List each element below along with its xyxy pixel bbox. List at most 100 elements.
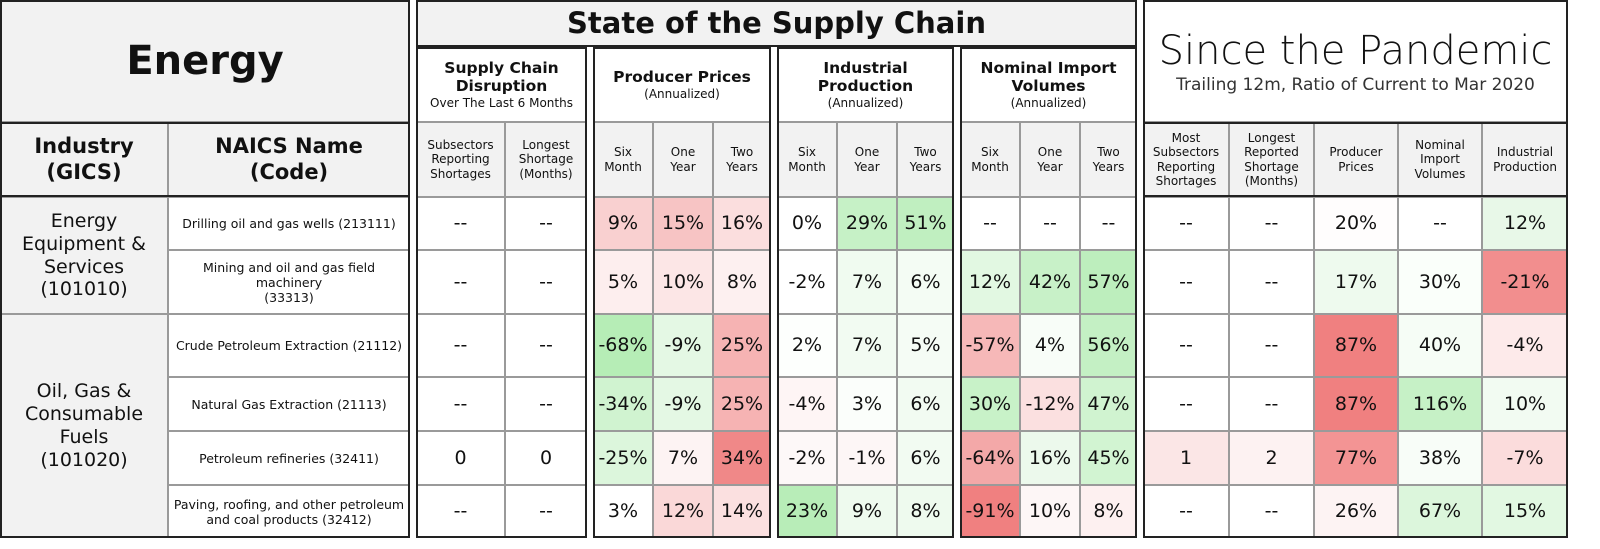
naics-name: Mining and oil and gas field machinery (… xyxy=(168,250,410,314)
column-header: Two Years xyxy=(1080,122,1137,197)
data-cell: -- xyxy=(960,197,1020,250)
data-cell: -- xyxy=(1229,377,1314,431)
data-cell: -- xyxy=(1143,314,1229,377)
naics-name: Drilling oil and gas wells (213111) xyxy=(168,197,410,250)
data-cell: 42% xyxy=(1020,250,1080,314)
data-cell: -- xyxy=(505,377,587,431)
data-cell: 8% xyxy=(897,485,954,538)
data-cell: 6% xyxy=(897,250,954,314)
naics-name: Paving, roofing, and other petroleum and… xyxy=(168,485,410,538)
pandemic-header: Since the Pandemic Trailing 12m, Ratio of… xyxy=(1143,0,1568,122)
group-subtitle: (Annualized) xyxy=(644,86,720,101)
group-header: Nominal Import Volumes (Annualized) xyxy=(960,47,1137,122)
industry-name: Oil, Gas & Consumable Fuels (101020) xyxy=(0,314,168,538)
data-cell: 10% xyxy=(653,250,713,314)
data-cell: -2% xyxy=(777,431,837,485)
data-cell: -- xyxy=(1080,197,1137,250)
data-cell: 14% xyxy=(713,485,771,538)
column-header: Industrial Production xyxy=(1482,122,1568,197)
pandemic-subtitle: Trailing 12m, Ratio of Current to Mar 20… xyxy=(1176,74,1535,95)
column-header: Longest Shortage (Months) xyxy=(505,122,587,197)
group-title: Industrial Production xyxy=(817,58,914,96)
data-cell: -- xyxy=(1398,197,1482,250)
data-cell: 7% xyxy=(837,250,897,314)
column-header: Subsectors Reporting Shortages xyxy=(416,122,505,197)
column-header: Industry (GICS) xyxy=(0,122,168,197)
group-subtitle: (Annualized) xyxy=(827,95,904,110)
data-cell: 5% xyxy=(593,250,653,314)
data-cell: 34% xyxy=(713,431,771,485)
data-cell: 8% xyxy=(713,250,771,314)
data-cell: -- xyxy=(505,485,587,538)
pandemic-title: Since the Pandemic xyxy=(1158,27,1553,74)
data-cell: -- xyxy=(1229,314,1314,377)
data-cell: 2% xyxy=(777,314,837,377)
data-cell: -34% xyxy=(593,377,653,431)
data-cell: 29% xyxy=(837,197,897,250)
data-cell: -2% xyxy=(777,250,837,314)
data-cell: 25% xyxy=(713,377,771,431)
data-cell: -64% xyxy=(960,431,1020,485)
industry-name: Energy Equipment & Services (101010) xyxy=(0,197,168,314)
data-cell: 23% xyxy=(777,485,837,538)
data-cell: 1 xyxy=(1143,431,1229,485)
data-cell: 5% xyxy=(897,314,954,377)
column-header: One Year xyxy=(1020,122,1080,197)
column-header: Two Years xyxy=(897,122,954,197)
data-cell: 7% xyxy=(837,314,897,377)
data-cell: -7% xyxy=(1482,431,1568,485)
data-cell: -4% xyxy=(1482,314,1568,377)
group-title: Nominal Import Volumes xyxy=(980,58,1117,96)
data-cell: 9% xyxy=(837,485,897,538)
column-header: NAICS Name (Code) xyxy=(168,122,410,197)
group-subtitle: (Annualized) xyxy=(1010,95,1087,110)
data-cell: 116% xyxy=(1398,377,1482,431)
supply-chain-title: State of the Supply Chain xyxy=(416,0,1137,47)
data-cell: 10% xyxy=(1482,377,1568,431)
data-cell: 87% xyxy=(1314,314,1398,377)
data-cell: 8% xyxy=(1080,485,1137,538)
data-cell: -21% xyxy=(1482,250,1568,314)
data-cell: -- xyxy=(1143,250,1229,314)
data-cell: -- xyxy=(416,197,505,250)
data-cell: -- xyxy=(505,197,587,250)
data-cell: 25% xyxy=(713,314,771,377)
data-cell: -68% xyxy=(593,314,653,377)
data-cell: 77% xyxy=(1314,431,1398,485)
data-cell: -9% xyxy=(653,314,713,377)
data-cell: 9% xyxy=(593,197,653,250)
column-header: Six Month xyxy=(960,122,1020,197)
data-cell: 6% xyxy=(897,431,954,485)
data-cell: 7% xyxy=(653,431,713,485)
data-cell: -- xyxy=(1143,197,1229,250)
data-cell: 30% xyxy=(1398,250,1482,314)
data-cell: -- xyxy=(1143,377,1229,431)
data-cell: 26% xyxy=(1314,485,1398,538)
group-title: Supply Chain Disruption xyxy=(444,58,559,96)
data-cell: 57% xyxy=(1080,250,1137,314)
data-cell: -- xyxy=(416,377,505,431)
data-cell: 0 xyxy=(505,431,587,485)
data-cell: -- xyxy=(1143,485,1229,538)
data-cell: 16% xyxy=(713,197,771,250)
data-cell: -4% xyxy=(777,377,837,431)
data-cell: 12% xyxy=(653,485,713,538)
data-cell: 87% xyxy=(1314,377,1398,431)
data-cell: 40% xyxy=(1398,314,1482,377)
data-cell: 17% xyxy=(1314,250,1398,314)
data-cell: -- xyxy=(1229,197,1314,250)
data-cell: 6% xyxy=(897,377,954,431)
naics-name: Natural Gas Extraction (21113) xyxy=(168,377,410,431)
data-cell: 15% xyxy=(1482,485,1568,538)
data-cell: 30% xyxy=(960,377,1020,431)
data-cell: 3% xyxy=(837,377,897,431)
data-cell: 38% xyxy=(1398,431,1482,485)
data-cell: -12% xyxy=(1020,377,1080,431)
data-cell: -- xyxy=(1020,197,1080,250)
data-cell: -25% xyxy=(593,431,653,485)
data-cell: 67% xyxy=(1398,485,1482,538)
data-cell: 0 xyxy=(416,431,505,485)
group-header: Industrial Production (Annualized) xyxy=(777,47,954,122)
column-header: One Year xyxy=(653,122,713,197)
column-header: Six Month xyxy=(593,122,653,197)
